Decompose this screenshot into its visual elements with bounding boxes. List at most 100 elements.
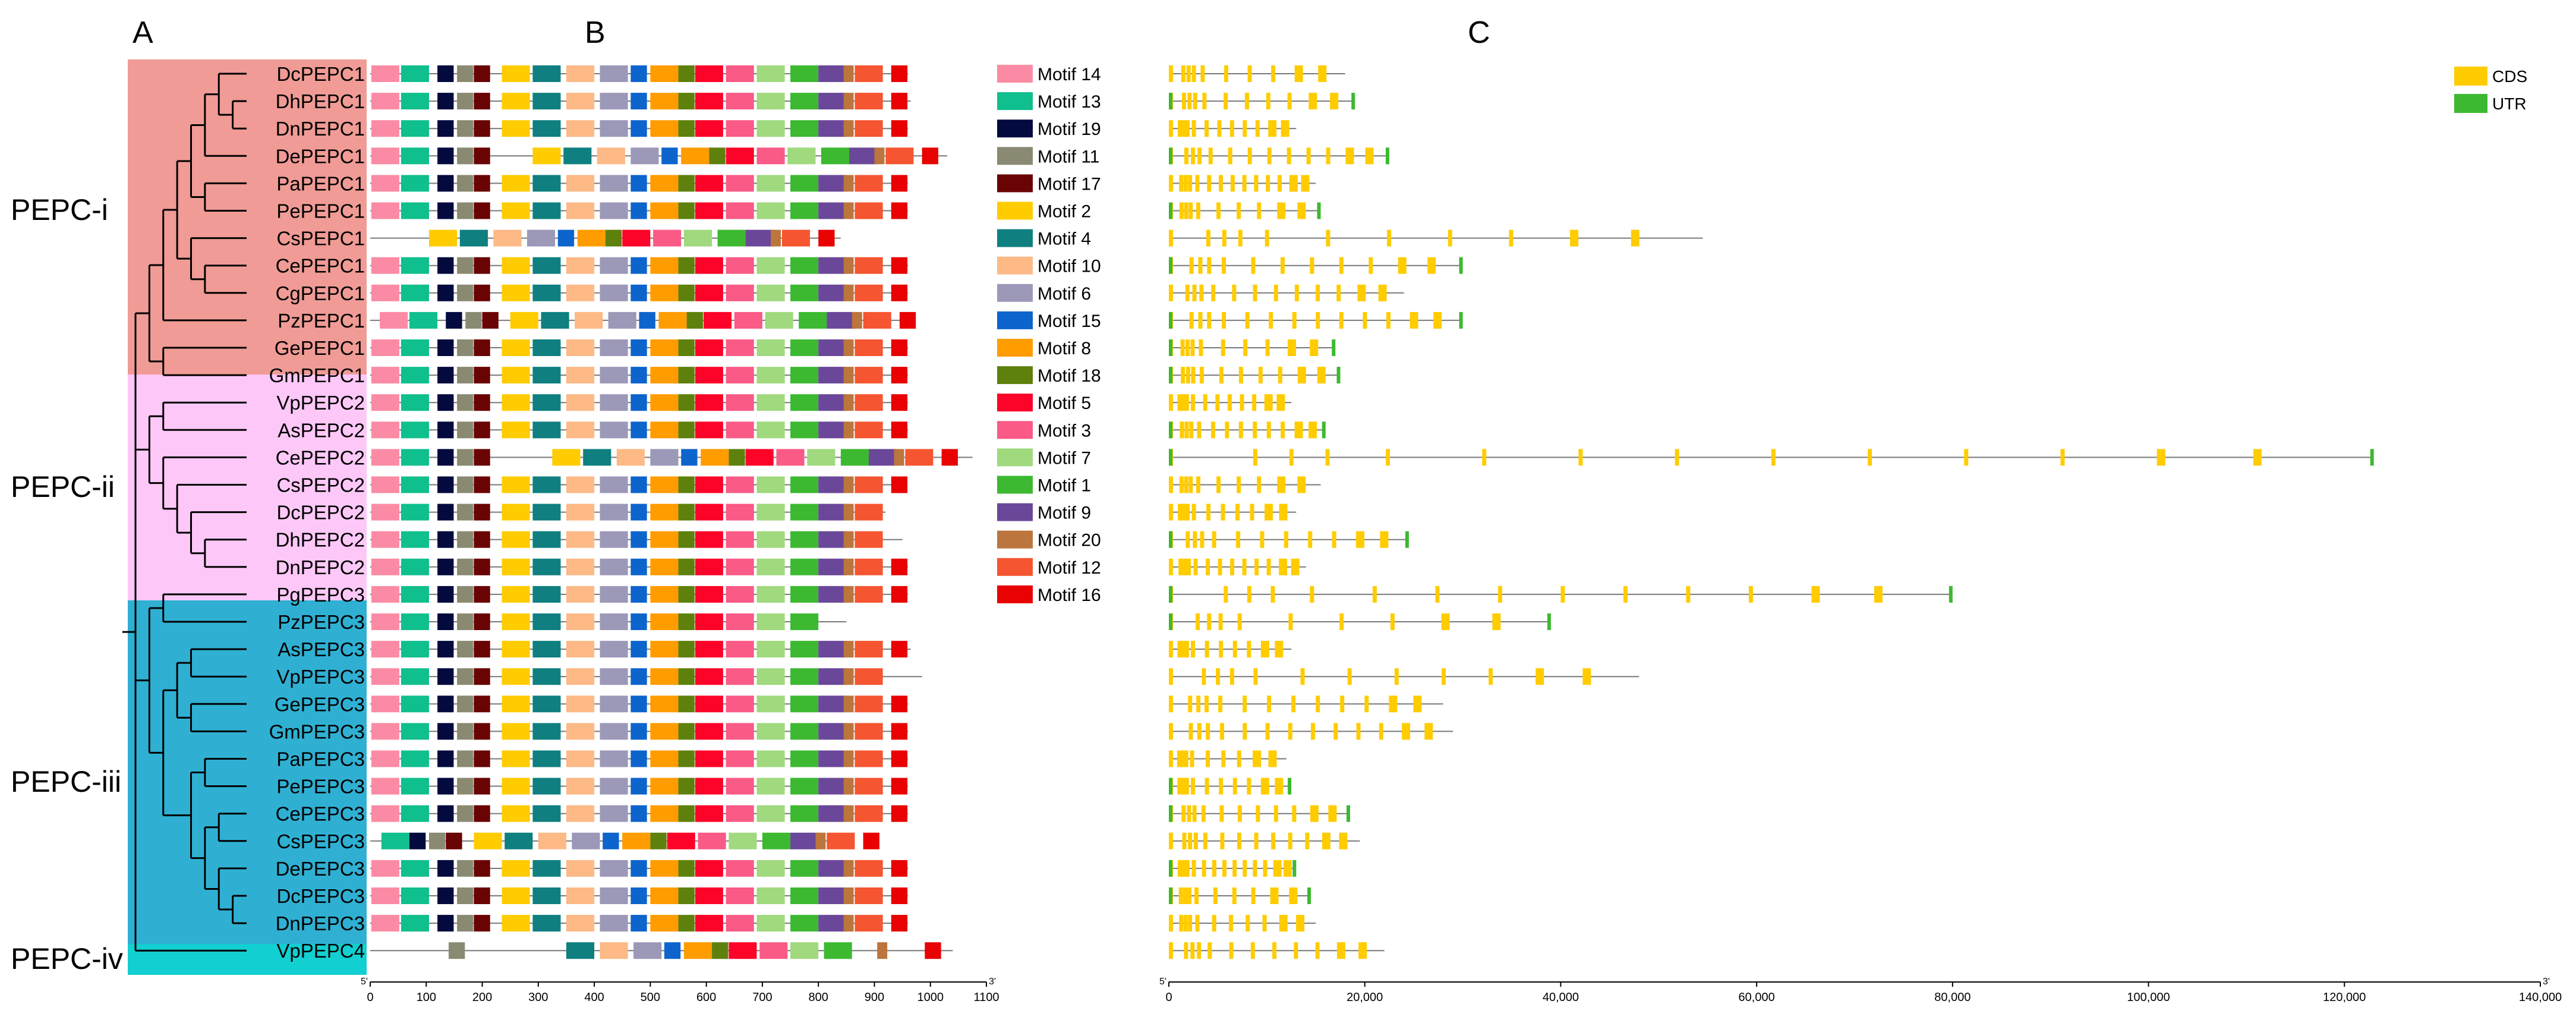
motif-box-8 — [650, 476, 679, 493]
cds-exon — [1191, 367, 1196, 384]
cds-exon — [1207, 613, 1212, 630]
cds-exon — [1267, 147, 1272, 165]
cds-exon — [1221, 503, 1225, 521]
legend-swatch-motif-6 — [997, 284, 1033, 302]
motif-box-10 — [566, 339, 595, 356]
cds-exon — [1195, 175, 1200, 192]
motif-box-15 — [630, 367, 647, 384]
panel-c-letter: C — [1468, 15, 1490, 50]
motif-box-17 — [474, 750, 490, 767]
cds-exon — [1311, 723, 1316, 740]
motif-box-14 — [371, 503, 400, 521]
cds-exon — [1238, 367, 1243, 384]
motif-box-8 — [650, 887, 679, 904]
motif-box-9 — [745, 229, 774, 247]
motif-box-4 — [532, 503, 561, 521]
cds-exon — [1169, 832, 1173, 849]
cds-exon — [1169, 175, 1173, 192]
motif-box-18 — [709, 147, 726, 165]
cds-exon — [1189, 257, 1194, 274]
motif-box-15 — [630, 65, 647, 82]
motif-box-7 — [756, 93, 785, 110]
cds-exon — [1184, 147, 1188, 165]
motif-axis-3prime: 3' — [989, 977, 996, 987]
motif-box-19 — [437, 668, 454, 685]
cds-exon — [1686, 586, 1691, 603]
cds-exon — [1424, 723, 1433, 740]
motif-box-2 — [502, 202, 530, 219]
motif-box-19 — [437, 915, 454, 932]
cds-exon — [1270, 887, 1279, 904]
motif-box-19 — [437, 778, 454, 795]
motif-box-19 — [446, 311, 462, 329]
cds-exon — [1191, 147, 1196, 165]
motif-box-2 — [502, 339, 530, 356]
legend-swatch-utr — [2454, 94, 2487, 113]
cds-exon — [1394, 668, 1399, 685]
motif-box-4 — [532, 723, 561, 740]
motif-box-9 — [818, 695, 847, 713]
cds-exon — [1582, 668, 1591, 685]
motif-box-6 — [600, 860, 628, 877]
motif-box-11 — [457, 586, 474, 603]
cds-exon — [1308, 531, 1313, 548]
motif-box-19 — [437, 93, 454, 110]
cds-exon — [1181, 93, 1186, 110]
cds-exon — [1215, 394, 1220, 411]
cds-exon — [1207, 311, 1212, 329]
gene-label: DhPEPC2 — [276, 529, 365, 551]
cds-exon — [1309, 93, 1317, 110]
motif-box-12 — [855, 367, 883, 384]
motif-box-8 — [650, 805, 679, 822]
motif-box-20 — [843, 65, 854, 82]
motif-box-2 — [502, 695, 530, 713]
motif-box-16 — [891, 586, 908, 603]
motif-box-2 — [502, 175, 530, 192]
motif-box-4 — [541, 311, 569, 329]
motif-box-16 — [891, 860, 908, 877]
cds-exon — [1183, 887, 1187, 904]
motif-box-17 — [474, 93, 490, 110]
motif-box-20 — [874, 147, 885, 165]
motif-box-8 — [650, 723, 679, 740]
motif-box-1 — [762, 832, 791, 849]
motif-box-20 — [843, 915, 854, 932]
cds-exon — [1185, 531, 1190, 548]
gene-label: DePEPC3 — [276, 858, 365, 880]
gene-axis-tick-label: 140,000 — [2519, 991, 2562, 1004]
cds-exon — [1181, 860, 1186, 877]
cds-exon — [1325, 449, 1330, 466]
cds-exon — [1253, 421, 1257, 439]
cds-exon — [1243, 860, 1247, 877]
utr-segment — [1169, 887, 1172, 904]
motif-box-17 — [474, 887, 490, 904]
cds-exon — [1433, 311, 1442, 329]
cds-exon — [1202, 668, 1206, 685]
motif-box-14 — [371, 202, 400, 219]
legend-swatch-motif-11 — [997, 147, 1033, 165]
cds-exon — [1221, 750, 1226, 767]
motif-box-9 — [818, 531, 847, 548]
motif-box-18 — [678, 613, 695, 630]
motif-box-17 — [474, 367, 490, 384]
motif-box-15 — [681, 449, 698, 466]
clade-label-pepc-iv: PEPC-iv — [11, 942, 123, 975]
phylogenetic-tree — [122, 73, 247, 952]
motif-box-7 — [756, 284, 785, 301]
motif-box-12 — [855, 421, 883, 439]
cds-exon — [1497, 586, 1502, 603]
motif-box-2 — [502, 394, 530, 411]
motif-box-4 — [532, 558, 561, 575]
motif-box-6 — [633, 942, 662, 959]
cds-exon — [1218, 695, 1223, 713]
gene-label: GePEPC3 — [275, 693, 365, 715]
cds-exon — [1260, 641, 1269, 658]
cds-exon — [1193, 558, 1198, 575]
motif-box-16 — [891, 805, 908, 822]
motif-box-12 — [855, 120, 883, 137]
cds-exon — [1238, 421, 1243, 439]
motif-box-11 — [457, 503, 474, 521]
motif-box-9 — [818, 641, 847, 658]
motif-box-4 — [532, 476, 561, 493]
